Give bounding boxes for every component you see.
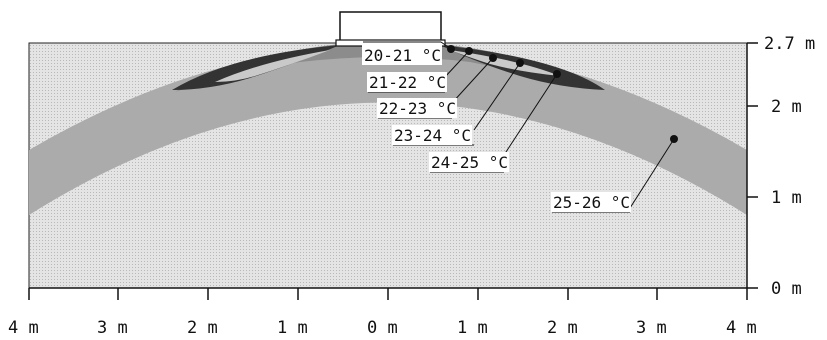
marker-dot (447, 45, 455, 53)
x-tick-label: 1 m (277, 318, 308, 338)
y-tick-label: 2.7 m (764, 34, 815, 54)
x-tick-label: 2 m (547, 318, 578, 338)
zone-25-26 (29, 45, 747, 215)
y-tick-label: 0 m (771, 279, 802, 299)
y-axis (746, 42, 758, 289)
zone-label-24-25: 24-25 °C (431, 153, 508, 172)
zone-label-23-24: 23-24 °C (394, 126, 471, 145)
zone-label-22-23: 22-23 °C (379, 99, 456, 118)
marker-dot (489, 54, 497, 62)
zone-label-20-21: 20-21 °C (364, 46, 441, 65)
x-tick-label: 2 m (187, 318, 218, 338)
air-conditioner-unit (339, 11, 442, 44)
zone-21-22-right (450, 50, 560, 76)
marker-dot (553, 70, 561, 78)
x-tick-label: 1 m (457, 318, 488, 338)
x-tick-label: 4 m (8, 318, 39, 338)
marker-dot (670, 135, 678, 143)
x-tick-label: 0 m (367, 318, 398, 338)
marker-dot (465, 47, 473, 55)
zone-21-22-left (215, 50, 330, 82)
x-tick-label: 3 m (636, 318, 667, 338)
zone-label-21-22: 21-22 °C (369, 73, 446, 92)
y-tick-label: 1 m (771, 188, 802, 208)
y-tick-label: 2 m (771, 97, 802, 117)
x-axis (28, 287, 748, 300)
x-tick-label: 4 m (726, 318, 757, 338)
marker-dot (516, 59, 524, 67)
x-tick-label: 3 m (97, 318, 128, 338)
zone-label-25-26: 25-26 °C (553, 193, 630, 212)
